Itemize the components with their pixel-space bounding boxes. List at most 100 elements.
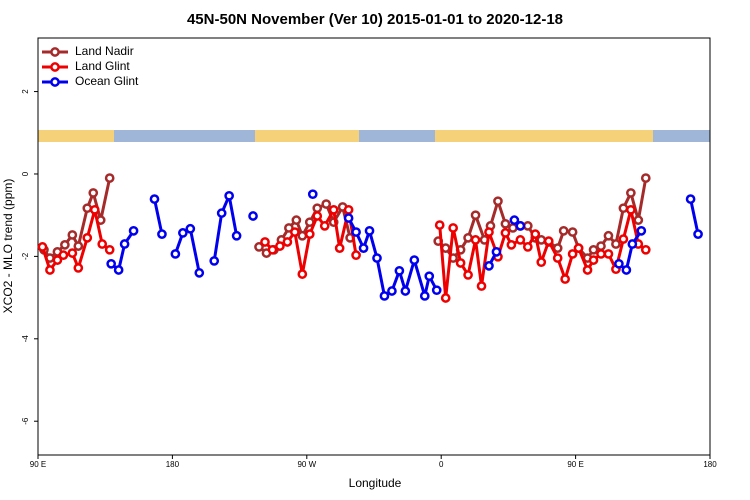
point: [640, 173, 651, 183]
point: [626, 204, 636, 215]
y-tick-label: -6: [21, 417, 30, 425]
map-strip: [38, 130, 710, 142]
x-tick-label: 90 E: [30, 460, 46, 469]
point: [627, 239, 638, 249]
point: [588, 244, 599, 255]
point: [267, 244, 278, 255]
point: [536, 257, 547, 268]
point: [543, 236, 554, 246]
point: [58, 250, 69, 261]
point: [312, 211, 323, 221]
point: [636, 225, 647, 236]
point: [52, 255, 63, 265]
point: [358, 243, 369, 253]
point: [558, 225, 569, 236]
legend-marker: [50, 62, 60, 72]
point: [60, 240, 70, 250]
point: [603, 230, 614, 241]
point: [216, 208, 227, 218]
point: [351, 227, 361, 237]
point: [343, 204, 354, 215]
point: [254, 242, 264, 252]
point: [304, 229, 315, 239]
point: [379, 291, 390, 301]
point: [603, 249, 614, 259]
point: [319, 221, 330, 231]
point: [73, 263, 84, 273]
point: [248, 211, 258, 221]
point: [128, 225, 139, 236]
point: [573, 243, 584, 253]
point: [88, 188, 99, 198]
point: [119, 239, 130, 249]
legend-marker: [50, 47, 60, 57]
point: [588, 255, 599, 265]
point: [400, 286, 411, 296]
point: [290, 227, 300, 237]
legend-marker: [50, 77, 60, 87]
y-tick-label: -4: [21, 335, 30, 343]
point: [45, 265, 55, 275]
legend-label: Land Glint: [75, 59, 130, 73]
point: [67, 230, 78, 240]
point: [463, 270, 473, 280]
point: [434, 220, 445, 230]
point: [455, 258, 466, 268]
x-axis-label: Longitude: [349, 476, 402, 490]
point: [530, 229, 541, 239]
point: [297, 269, 308, 279]
point: [67, 248, 78, 258]
x-tick-label: 90 E: [567, 460, 583, 469]
point: [611, 239, 621, 249]
point: [500, 218, 511, 229]
point: [621, 265, 632, 275]
series-line: [110, 194, 700, 298]
point: [113, 265, 124, 275]
point: [194, 268, 205, 278]
point: [424, 271, 435, 282]
point: [104, 173, 115, 183]
point: [491, 247, 502, 257]
point: [37, 242, 48, 252]
point: [693, 229, 703, 239]
point: [282, 237, 293, 247]
point: [351, 250, 361, 261]
point: [596, 249, 606, 259]
point: [431, 285, 442, 296]
point: [231, 230, 242, 241]
point: [297, 230, 308, 241]
point: [106, 258, 117, 269]
point: [618, 203, 629, 214]
point: [582, 265, 593, 275]
point: [178, 228, 188, 238]
point: [567, 227, 578, 237]
point: [89, 204, 100, 215]
point: [82, 232, 93, 243]
point: [515, 235, 526, 245]
point: [149, 194, 160, 204]
point: [470, 210, 481, 221]
point: [618, 234, 629, 244]
point: [552, 253, 563, 263]
point: [372, 253, 382, 263]
point: [321, 199, 332, 209]
point: [343, 213, 354, 223]
point: [185, 223, 196, 234]
point: [224, 190, 234, 201]
point: [515, 221, 526, 231]
point: [463, 232, 473, 243]
point: [633, 215, 644, 225]
point: [82, 203, 93, 214]
point: [470, 235, 481, 245]
x-tick-label: 90 W: [297, 460, 316, 469]
point: [419, 291, 430, 301]
point: [567, 249, 578, 259]
point: [157, 229, 167, 239]
y-tick-label: -2: [21, 252, 30, 260]
point: [448, 223, 458, 233]
point: [394, 265, 405, 276]
point: [560, 274, 570, 284]
legend-label: Land Nadir: [75, 44, 134, 58]
